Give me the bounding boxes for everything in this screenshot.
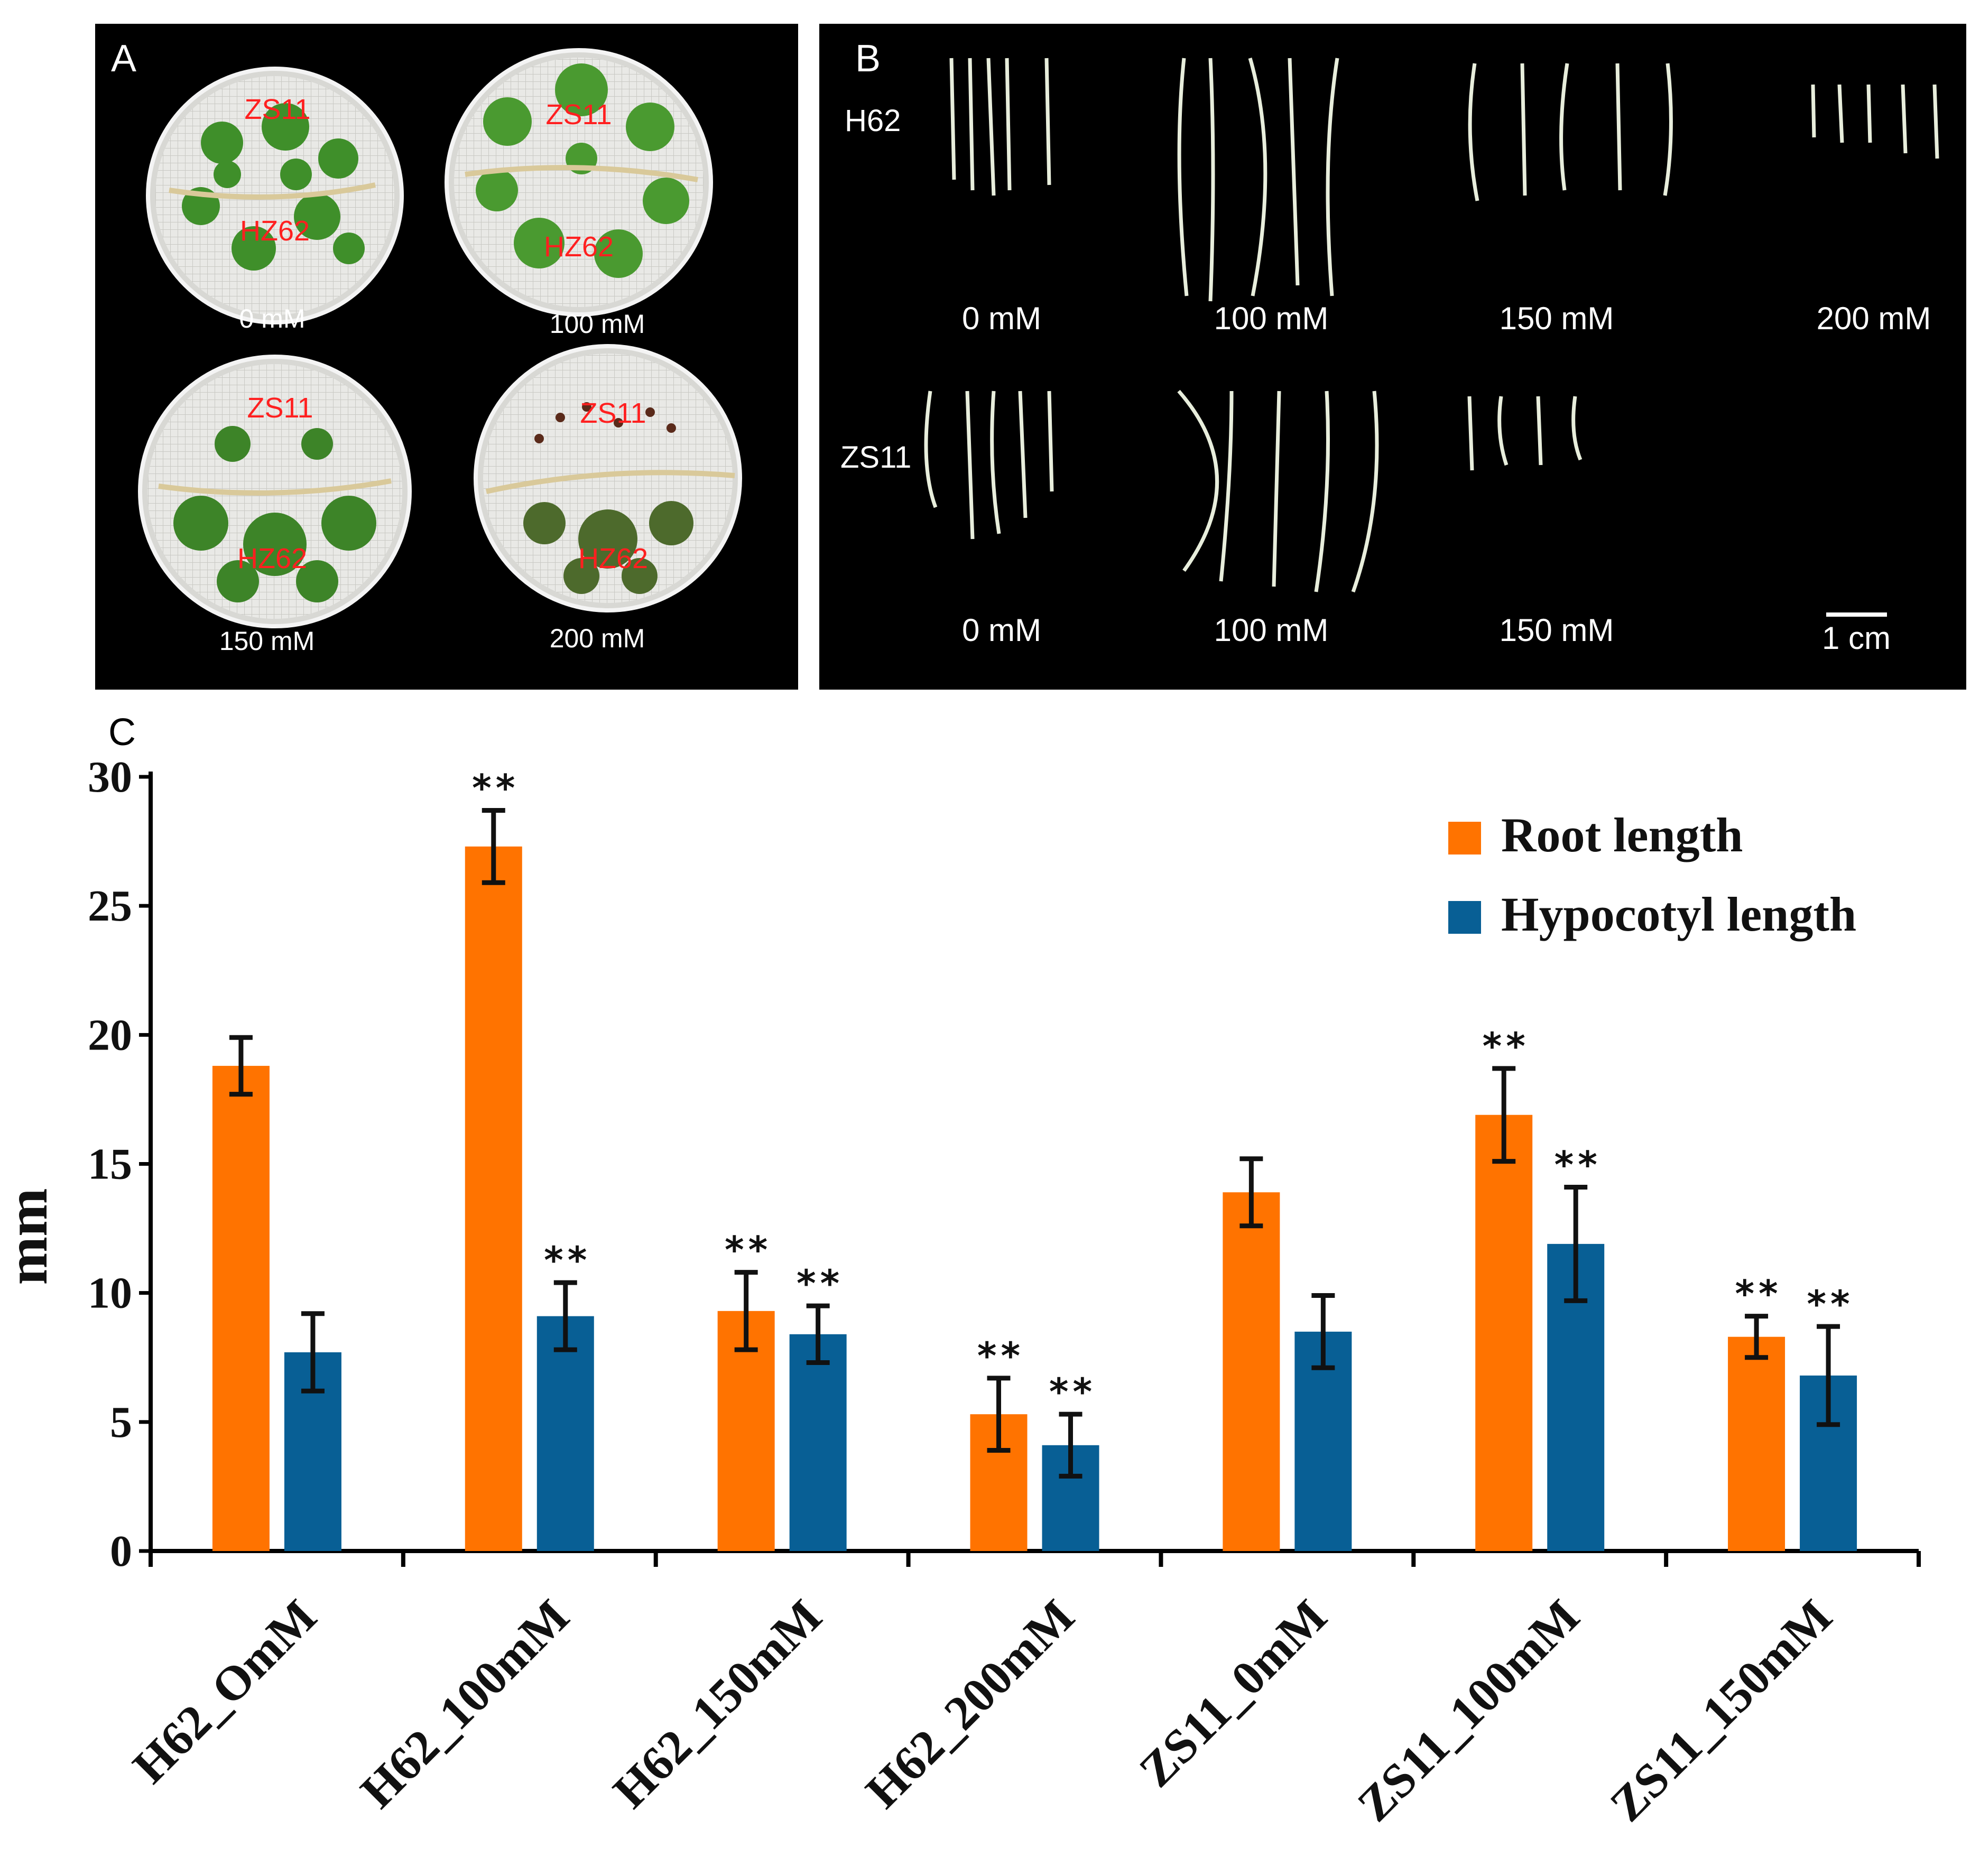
significance-marker: ** — [1735, 1273, 1782, 1316]
petri-dish: ZS11 HZ62 100 mM — [445, 48, 713, 339]
bar-root — [1475, 1115, 1533, 1551]
dish-bottom-label: HZ62 — [237, 543, 307, 574]
x-tick-label: ZS11_150mM — [1599, 1589, 1842, 1832]
dish-top-label: ZS11 — [244, 94, 310, 125]
seedling-clusters — [523, 501, 693, 594]
row-label-h62: H62 — [845, 104, 901, 138]
significance-marker: ** — [725, 1229, 772, 1272]
group-label-zs11-0mm: 0 mM — [962, 612, 1041, 648]
x-tick-label: H62_200mM — [855, 1589, 1084, 1818]
bar-root — [1223, 1192, 1280, 1551]
seedlings-h62-100mm — [1177, 58, 1339, 302]
petri-dish: ZS11 HZ62 0 mM — [146, 67, 404, 333]
dish-bottom-label: HZ62 — [578, 543, 648, 574]
legend-swatch — [1448, 822, 1481, 855]
divider-string — [485, 470, 735, 494]
x-tick-label: H62_150mM — [603, 1589, 831, 1818]
bar-root — [212, 1065, 270, 1551]
seedlings-h62-0mm — [949, 58, 1051, 196]
bar-chart: C mm 0 5 10 15 20 25 30 H62_OmM H62_100mM H62_150… — [0, 711, 1921, 1832]
dish-concentration-label: 150 mM — [219, 626, 315, 656]
bar-root — [1728, 1336, 1785, 1551]
y-tick-label: 10 — [88, 1269, 132, 1318]
petri-dish: ZS11 HZ62 150 mM — [138, 355, 412, 656]
divider-string — [158, 478, 392, 496]
significance-marker: ** — [1483, 1025, 1530, 1068]
dish-concentration-label: 100 mM — [550, 309, 645, 339]
panel-a-letter: A — [111, 38, 136, 80]
significance-marker: ** — [977, 1334, 1024, 1378]
dish-bottom-label: HZ62 — [544, 231, 614, 263]
significance-marker: ** — [1555, 1143, 1602, 1186]
group-label-h62-100mm: 100 mM — [1214, 301, 1329, 336]
x-tick-label: ZS11_0mM — [1129, 1589, 1337, 1797]
seedlings-zs11-0mm — [924, 391, 1054, 540]
significance-marker: ** — [797, 1262, 844, 1305]
legend: Root length Hypocotyl length — [1448, 808, 1856, 941]
dish-concentration-label: 0 mM — [239, 304, 306, 333]
petri-dish: ZS11 HZ62 200 mM — [474, 344, 742, 653]
scale-bar-label: 1 cm — [1822, 620, 1891, 656]
y-tick-label: 5 — [110, 1398, 132, 1447]
y-tick-label: 20 — [88, 1010, 132, 1060]
group-label-zs11-100mm: 100 mM — [1214, 612, 1329, 648]
y-tick-label: 15 — [88, 1140, 132, 1189]
panel-b-letter: B — [855, 38, 881, 80]
bars: ** ** ** ** ** ** ** ** ** ** — [212, 766, 1857, 1551]
seedlings-h62-150mm — [1468, 63, 1673, 201]
dish-concentration-label: 200 mM — [550, 624, 645, 653]
legend-swatch — [1448, 901, 1481, 934]
panel-b: B H62 ZS11 0 mM 100 mM 150 mM 200 mM 0 m… — [819, 24, 1966, 690]
group-label-h62-0mm: 0 mM — [962, 301, 1041, 336]
significance-marker: ** — [1807, 1283, 1854, 1326]
legend-label: Root length — [1501, 808, 1743, 862]
divider-string — [169, 182, 376, 200]
panel-a: A ZS11 HZ62 0 mM ZS11 — [95, 24, 798, 690]
panel-c-letter: C — [108, 711, 136, 754]
seedlings-h62-200mm — [1811, 84, 1939, 159]
dish-top-label: ZS11 — [580, 397, 646, 429]
dish-bottom-label: HZ62 — [240, 215, 310, 247]
x-tick-label: H62_100mM — [350, 1589, 579, 1818]
bar-hypocotyl — [536, 1316, 594, 1551]
dish-top-label: ZS11 — [545, 99, 612, 131]
significance-marker: ** — [472, 766, 519, 810]
dish-top-label: ZS11 — [247, 392, 313, 424]
seedlings-zs11-100mm — [1177, 389, 1379, 593]
seedlings-zs11-150mm — [1467, 396, 1583, 471]
row-label-zs11: ZS11 — [840, 440, 911, 475]
seed-dots — [534, 402, 676, 443]
divider-string — [465, 165, 698, 182]
panel-b-background — [819, 24, 1966, 690]
significance-marker: ** — [544, 1239, 591, 1282]
seedling-clusters — [173, 426, 376, 602]
y-tick-label: 30 — [88, 753, 132, 802]
significance-marker: ** — [1049, 1370, 1096, 1414]
x-tick-label: H62_OmM — [123, 1589, 327, 1794]
x-tick-label: ZS11_100mM — [1347, 1589, 1589, 1832]
legend-label: Hypocotyl length — [1501, 887, 1856, 941]
y-tick-label: 25 — [88, 881, 132, 931]
y-axis-label: mm — [0, 1188, 59, 1285]
group-label-h62-150mm: 150 mM — [1500, 301, 1614, 336]
group-label-zs11-150mm: 150 mM — [1500, 612, 1614, 648]
bar-root — [465, 846, 522, 1551]
group-label-h62-200mm: 200 mM — [1817, 301, 1931, 336]
bar-hypocotyl — [789, 1334, 847, 1551]
y-tick-label: 0 — [110, 1527, 132, 1576]
